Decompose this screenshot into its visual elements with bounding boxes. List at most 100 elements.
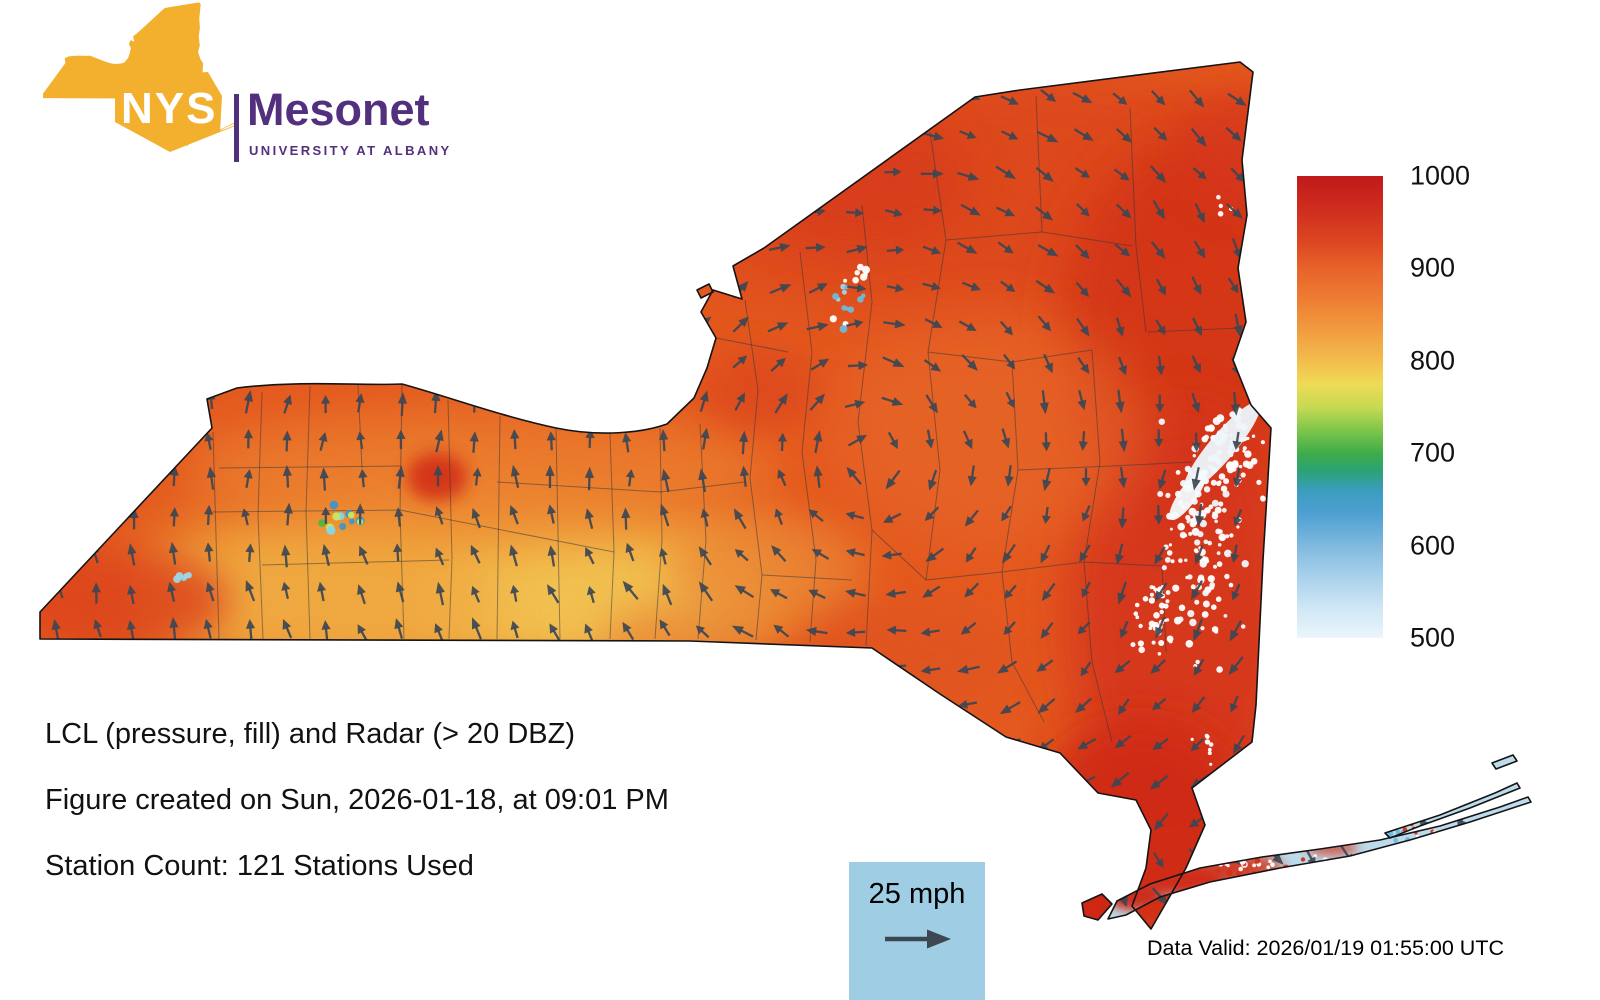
wind-arrow bbox=[617, 89, 635, 107]
wind-arrow bbox=[392, 958, 412, 981]
wind-arrow bbox=[733, 508, 747, 530]
county-line bbox=[744, 299, 763, 641]
radar-dot bbox=[1201, 611, 1209, 618]
wind-arrow bbox=[1381, 735, 1394, 752]
wind-arrow bbox=[732, 928, 745, 929]
wind-arrow bbox=[507, 888, 523, 904]
map-title-annotation: LCL (pressure, fill) and Radar (> 20 DBZ… bbox=[45, 718, 575, 750]
wind-arrow bbox=[1042, 467, 1052, 492]
wind-arrow bbox=[205, 202, 215, 220]
radar-dot bbox=[1164, 557, 1171, 563]
wind-arrow bbox=[1118, 466, 1128, 489]
wind-arrow bbox=[770, 357, 786, 372]
radar-dot bbox=[1194, 539, 1201, 546]
colorbar-tick-label: 800 bbox=[1410, 345, 1456, 376]
wind-arrow bbox=[729, 965, 751, 982]
wind-arrow bbox=[659, 205, 676, 216]
wind-arrow bbox=[245, 543, 255, 562]
wind-arrow bbox=[92, 429, 102, 449]
wind-arrow bbox=[89, 317, 99, 338]
radar-dot bbox=[1226, 869, 1233, 876]
wind-arrow bbox=[52, 316, 62, 340]
wind-arrow bbox=[241, 926, 251, 929]
wind-arrow bbox=[1230, 544, 1240, 563]
wind-arrow bbox=[128, 278, 139, 298]
wind-arrow bbox=[1040, 622, 1054, 639]
wind-arrow bbox=[1073, 128, 1094, 141]
radar-dot bbox=[1280, 868, 1284, 872]
radar-dot bbox=[1138, 646, 1145, 654]
wind-speed-legend: 25 mph bbox=[849, 862, 985, 1000]
radar-dot bbox=[1363, 832, 1367, 836]
wind-arrow bbox=[167, 238, 177, 262]
wind-arrow bbox=[243, 352, 253, 376]
wind-arrow bbox=[921, 91, 940, 101]
wind-arrow bbox=[582, 928, 593, 929]
wind-arrow bbox=[469, 91, 483, 107]
wind-arrow bbox=[1420, 696, 1431, 715]
wind-arrow bbox=[321, 620, 331, 640]
wind-arrow bbox=[621, 507, 631, 530]
wind-arrow bbox=[621, 737, 640, 748]
wind-arrow bbox=[1150, 90, 1166, 106]
wind-arrow bbox=[1036, 965, 1055, 979]
wind-arrow bbox=[243, 389, 253, 414]
wind-arrow bbox=[93, 661, 103, 678]
wind-arrow bbox=[508, 242, 521, 257]
wind-arrow bbox=[1081, 581, 1091, 598]
pressure-blob bbox=[670, 515, 870, 625]
wind-arrow bbox=[203, 618, 213, 639]
wind-arrow bbox=[1535, 542, 1545, 563]
radar-dot bbox=[1217, 849, 1222, 854]
wind-arrow bbox=[999, 701, 1021, 715]
wind-arrow bbox=[965, 547, 977, 563]
radar-dot bbox=[1232, 850, 1237, 855]
pressure-blob bbox=[600, 600, 780, 680]
radar-dot bbox=[1158, 418, 1166, 425]
wind-arrow bbox=[584, 466, 595, 491]
wind-arrow bbox=[206, 466, 216, 490]
wind-arrow bbox=[507, 851, 523, 866]
wind-arrow bbox=[846, 319, 864, 329]
wind-arrow bbox=[1268, 241, 1283, 258]
wind-arrow bbox=[1076, 317, 1090, 337]
wind-arrow bbox=[736, 738, 754, 748]
radar-dot bbox=[1229, 533, 1234, 538]
wind-arrow bbox=[847, 283, 867, 293]
radar-dot bbox=[1207, 747, 1212, 752]
wind-arrow bbox=[656, 738, 676, 750]
wind-arrow bbox=[541, 241, 557, 262]
radar-dot bbox=[1201, 436, 1208, 443]
wind-arrow bbox=[318, 240, 328, 260]
wind-arrow bbox=[548, 352, 558, 372]
colorbar-labels: 1000 900 800 700 600 500 bbox=[1410, 161, 1520, 653]
wind-arrow bbox=[207, 236, 217, 260]
wind-arrow bbox=[53, 277, 63, 300]
radar-dot bbox=[1158, 640, 1165, 646]
wind-arrow bbox=[1265, 93, 1281, 105]
radar-dot bbox=[1142, 596, 1149, 602]
wind-arrow bbox=[89, 695, 99, 718]
radar-dot bbox=[1210, 479, 1217, 486]
wind-arrow bbox=[883, 699, 901, 709]
wind-arrow bbox=[808, 509, 824, 523]
wind-arrow bbox=[203, 699, 215, 716]
wind-arrow bbox=[616, 168, 634, 185]
wind-arrow bbox=[768, 702, 789, 713]
radar-dot bbox=[841, 305, 847, 311]
radar-dot bbox=[1236, 854, 1242, 859]
wind-arrow bbox=[621, 887, 639, 902]
wind-arrow bbox=[963, 394, 977, 409]
wind-arrow bbox=[281, 581, 291, 600]
wind-arrow bbox=[127, 543, 137, 566]
wind-arrow bbox=[207, 317, 218, 336]
wind-arrow bbox=[1271, 355, 1281, 377]
wind-arrow bbox=[806, 814, 828, 824]
wind-arrow bbox=[205, 923, 215, 929]
wind-arrow bbox=[1418, 774, 1433, 794]
wind-arrow bbox=[925, 394, 938, 414]
wind-arrow bbox=[397, 392, 408, 416]
wind-arrow bbox=[805, 626, 828, 636]
wind-arrow bbox=[1002, 543, 1016, 564]
wind-arrow bbox=[1341, 963, 1357, 985]
